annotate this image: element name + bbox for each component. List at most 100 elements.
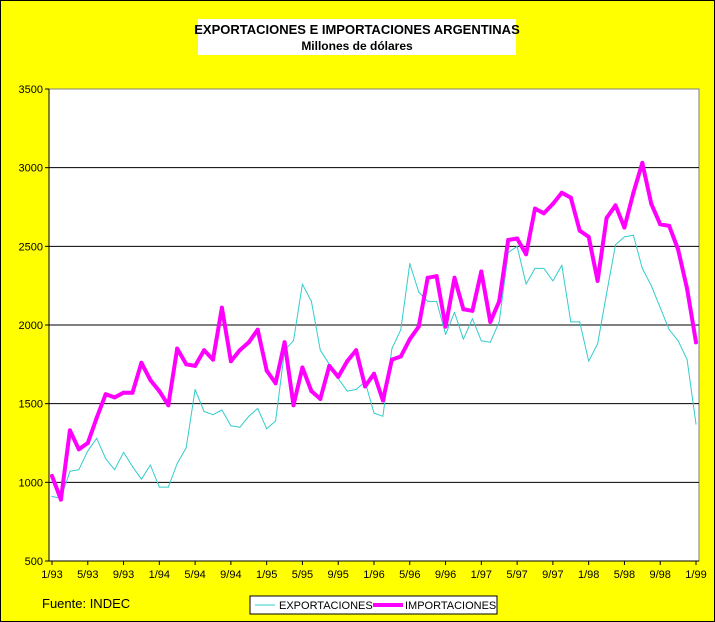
data-point-importaciones (300, 365, 305, 370)
data-point-importaciones (67, 428, 72, 433)
data-point-importaciones (354, 348, 359, 353)
data-point-exportaciones (346, 390, 348, 392)
data-point-exportaciones (310, 300, 312, 302)
data-point-exportaciones (454, 311, 455, 313)
x-tick-label: 1/96 (363, 569, 384, 581)
x-tick-label: 1/95 (256, 569, 277, 581)
data-point-exportaciones (409, 263, 411, 265)
data-point-exportaciones (418, 291, 420, 293)
data-point-exportaciones (552, 280, 554, 282)
data-point-importaciones (112, 395, 117, 400)
data-point-exportaciones (382, 415, 384, 417)
data-point-importaciones (94, 415, 99, 420)
title-box (198, 19, 516, 55)
x-tick-label: 5/95 (292, 569, 313, 581)
data-point-importaciones (488, 319, 493, 324)
data-point-exportaciones (695, 423, 697, 425)
data-point-exportaciones (212, 414, 214, 416)
y-tick-label: 1500 (19, 399, 43, 411)
data-point-exportaciones (266, 428, 268, 430)
legend-label-exportaciones: EXPORTACIONES (279, 600, 373, 612)
series-lines (50, 160, 698, 502)
data-point-exportaciones (248, 415, 250, 417)
x-tick-label: 9/95 (328, 569, 349, 581)
data-point-exportaciones (641, 267, 643, 269)
data-point-importaciones (175, 346, 180, 351)
legend: EXPORTACIONES IMPORTACIONES (249, 595, 498, 615)
data-point-importaciones (541, 211, 546, 216)
data-point-importaciones (461, 307, 466, 312)
data-point-importaciones (282, 340, 287, 345)
data-point-importaciones (407, 337, 412, 342)
data-point-importaciones (443, 324, 448, 329)
data-point-importaciones (58, 497, 63, 502)
data-point-importaciones (497, 299, 502, 304)
data-point-importaciones (228, 359, 233, 364)
data-point-exportaciones (677, 340, 679, 342)
data-point-importaciones (103, 392, 108, 397)
data-point-exportaciones (355, 389, 357, 390)
x-tick-label: 5/93 (77, 569, 98, 581)
data-point-exportaciones (686, 359, 688, 361)
y-tick-label: 2000 (19, 320, 43, 332)
data-point-importaciones (694, 340, 698, 345)
data-point-importaciones (577, 228, 582, 233)
data-point-exportaciones (123, 451, 125, 453)
data-point-exportaciones (516, 245, 518, 247)
data-point-exportaciones (373, 412, 375, 414)
data-point-importaciones (372, 371, 376, 376)
data-point-exportaciones (87, 450, 89, 452)
data-point-importaciones (211, 357, 215, 362)
data-point-importaciones (291, 403, 296, 408)
data-point-importaciones (202, 348, 207, 353)
data-point-importaciones (157, 389, 162, 394)
x-tick-label: 1/98 (578, 569, 599, 581)
data-point-importaciones (685, 286, 690, 291)
data-point-exportaciones (301, 283, 303, 285)
data-point-importaciones (622, 225, 627, 230)
data-point-importaciones (255, 327, 260, 332)
data-point-exportaciones (570, 321, 572, 323)
data-point-exportaciones (597, 343, 599, 345)
data-point-exportaciones (203, 411, 205, 412)
data-point-exportaciones (668, 329, 670, 331)
data-point-importaciones (568, 195, 573, 200)
data-point-importaciones (166, 403, 171, 408)
data-point-exportaciones (534, 267, 536, 269)
data-point-importaciones (50, 474, 54, 478)
data-point-exportaciones (167, 486, 169, 488)
data-point-importaciones (219, 305, 224, 310)
data-point-importaciones (604, 216, 609, 220)
data-point-exportaciones (140, 478, 142, 480)
data-point-exportaciones (579, 321, 581, 323)
data-point-importaciones (506, 238, 511, 242)
data-point-importaciones (273, 381, 278, 386)
data-point-exportaciones (400, 329, 402, 331)
data-point-exportaciones (445, 333, 447, 335)
data-point-importaciones (524, 252, 529, 257)
data-point-exportaciones (114, 469, 116, 471)
data-point-importaciones (550, 201, 555, 206)
x-tick-label: 1/93 (41, 569, 62, 581)
data-point-importaciones (559, 190, 564, 195)
data-point-importaciones (121, 390, 126, 395)
data-point-exportaciones (462, 338, 464, 340)
data-point-exportaciones (69, 470, 71, 472)
data-point-exportaciones (257, 407, 259, 409)
x-tick-label: 5/94 (184, 569, 205, 581)
data-point-exportaciones (194, 389, 196, 390)
data-point-importaciones (336, 374, 341, 379)
y-tick-label: 3500 (19, 84, 43, 96)
data-point-exportaciones (239, 426, 241, 428)
data-point-exportaciones (480, 340, 482, 342)
y-tick-label: 1000 (19, 477, 43, 489)
data-point-exportaciones (149, 464, 151, 466)
data-point-importaciones (631, 190, 636, 195)
x-tick-label: 9/94 (220, 569, 241, 581)
data-point-importaciones (327, 363, 332, 368)
x-tick-label: 5/96 (399, 569, 420, 581)
data-point-importaciones (148, 378, 153, 383)
data-point-exportaciones (132, 466, 133, 468)
